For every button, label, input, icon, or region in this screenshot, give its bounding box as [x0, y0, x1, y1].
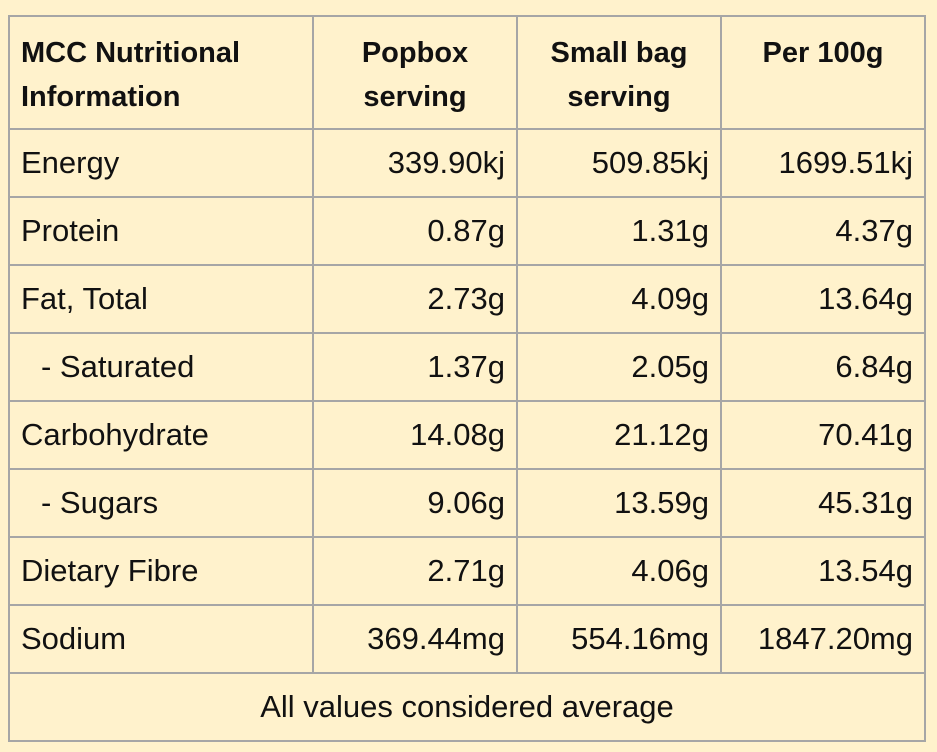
cell-small-bag: 554.16mg — [516, 604, 722, 674]
row-label: Protein — [8, 196, 314, 266]
cell-popbox: 14.08g — [312, 400, 518, 470]
cell-per-100g: 4.37g — [720, 196, 926, 266]
cell-small-bag: 21.12g — [516, 400, 722, 470]
header-row: MCC Nutritional Information Popbox servi… — [8, 15, 926, 130]
row-label: - Saturated — [8, 332, 314, 402]
cell-per-100g: 1699.51kj — [720, 128, 926, 198]
row-label: - Sugars — [8, 468, 314, 538]
cell-popbox: 2.73g — [312, 264, 518, 334]
cell-small-bag: 509.85kj — [516, 128, 722, 198]
footer-row: All values considered average — [8, 672, 926, 742]
cell-per-100g: 6.84g — [720, 332, 926, 402]
row-label: Sodium — [8, 604, 314, 674]
cell-per-100g: 13.64g — [720, 264, 926, 334]
cell-small-bag: 2.05g — [516, 332, 722, 402]
cell-small-bag: 1.31g — [516, 196, 722, 266]
table-row-carbohydrate: Carbohydrate 14.08g 21.12g 70.41g — [8, 400, 926, 470]
cell-popbox: 2.71g — [312, 536, 518, 606]
table-row-energy: Energy 339.90kj 509.85kj 1699.51kj — [8, 128, 926, 198]
cell-popbox: 369.44mg — [312, 604, 518, 674]
row-label: Dietary Fibre — [8, 536, 314, 606]
row-label: Energy — [8, 128, 314, 198]
cell-popbox: 1.37g — [312, 332, 518, 402]
cell-popbox: 9.06g — [312, 468, 518, 538]
row-label: Fat, Total — [8, 264, 314, 334]
nutrition-table: MCC Nutritional Information Popbox servi… — [8, 15, 926, 742]
cell-per-100g: 45.31g — [720, 468, 926, 538]
header-small-bag-serving: Small bag serving — [516, 15, 722, 130]
header-per-100g: Per 100g — [720, 15, 926, 130]
header-popbox-serving: Popbox serving — [312, 15, 518, 130]
cell-per-100g: 70.41g — [720, 400, 926, 470]
table-header: MCC Nutritional Information Popbox servi… — [8, 15, 926, 130]
cell-per-100g: 1847.20mg — [720, 604, 926, 674]
table-row-dietary-fibre: Dietary Fibre 2.71g 4.06g 13.54g — [8, 536, 926, 606]
table-row-sugars: - Sugars 9.06g 13.59g 45.31g — [8, 468, 926, 538]
table-row-protein: Protein 0.87g 1.31g 4.37g — [8, 196, 926, 266]
cell-popbox: 0.87g — [312, 196, 518, 266]
table-footer: All values considered average — [8, 672, 926, 742]
cell-small-bag: 4.06g — [516, 536, 722, 606]
header-nutritional-information: MCC Nutritional Information — [8, 15, 314, 130]
table-row-saturated: - Saturated 1.37g 2.05g 6.84g — [8, 332, 926, 402]
cell-small-bag: 13.59g — [516, 468, 722, 538]
cell-per-100g: 13.54g — [720, 536, 926, 606]
cell-small-bag: 4.09g — [516, 264, 722, 334]
row-label: Carbohydrate — [8, 400, 314, 470]
table-body: Energy 339.90kj 509.85kj 1699.51kj Prote… — [8, 128, 926, 674]
table-row-sodium: Sodium 369.44mg 554.16mg 1847.20mg — [8, 604, 926, 674]
cell-popbox: 339.90kj — [312, 128, 518, 198]
table-row-fat-total: Fat, Total 2.73g 4.09g 13.64g — [8, 264, 926, 334]
footer-note: All values considered average — [8, 672, 926, 742]
